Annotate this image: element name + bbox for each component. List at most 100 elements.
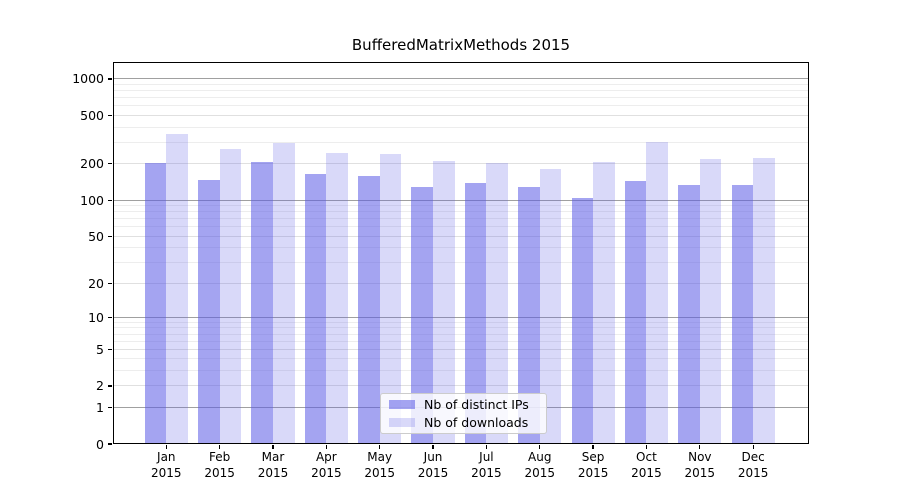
legend-item-downloads: Nb of downloads — [389, 415, 538, 430]
xtick-jun — [432, 444, 434, 449]
xtick-label-line: Sep — [581, 450, 605, 464]
ytick-label-1: 1 — [96, 399, 104, 415]
bar-ips-nov — [678, 185, 700, 444]
bar-downloads-apr — [326, 152, 348, 444]
gridline-7 — [113, 333, 809, 335]
xtick-label-line: 2015 — [737, 465, 769, 480]
ytick-label-20: 20 — [88, 275, 104, 291]
ytick-label-50: 50 — [88, 228, 104, 244]
gridline-1000 — [113, 78, 809, 80]
gridline-400 — [113, 126, 809, 128]
xtick-label-line: 2015 — [311, 465, 342, 480]
gridline-800 — [113, 90, 809, 92]
gridline-200 — [113, 163, 809, 165]
gridline-9 — [113, 321, 809, 323]
ytick-label-500: 500 — [80, 108, 104, 124]
bar-ips-apr — [304, 173, 327, 444]
legend-label-downloads: Nb of downloads — [424, 415, 529, 430]
bar-ips-jul — [464, 183, 487, 444]
bar-ips-feb — [198, 180, 220, 444]
xtick-dec — [752, 444, 754, 449]
xtick-label-line: 2015 — [631, 465, 662, 480]
xtick-label-oct: Oct 2015 — [631, 450, 662, 481]
ytick-label-10: 10 — [88, 309, 104, 325]
xtick-label-line: 2015 — [577, 465, 609, 480]
xtick-label-aug: Aug 2015 — [524, 450, 555, 481]
xtick-label-line: Dec — [741, 450, 765, 464]
bar-ips-jun — [411, 187, 434, 444]
xtick-label-dec: Dec 2015 — [738, 450, 769, 481]
gridline-80 — [113, 211, 809, 213]
xtick-label-sep: Sep 2015 — [578, 450, 609, 481]
gridline-30 — [113, 262, 809, 264]
xtick-label-line: 2015 — [151, 465, 182, 480]
xtick-nov — [699, 444, 701, 449]
ytick-5 — [107, 348, 112, 350]
gridline-900 — [113, 84, 809, 86]
gridline-40 — [113, 247, 809, 249]
xtick-label-line: Feb — [209, 450, 231, 464]
bar-downloads-oct — [646, 142, 669, 444]
xtick-label-line: 2015 — [524, 465, 556, 480]
bar-downloads-mar — [273, 142, 295, 444]
xtick-label-line: Jun — [423, 450, 443, 464]
bar-downloads-dec — [753, 157, 775, 444]
ytick-label-5: 5 — [96, 341, 104, 357]
xtick-label-may: May 2015 — [364, 450, 395, 481]
xtick-label-line: 2015 — [417, 465, 449, 480]
xtick-feb — [219, 444, 221, 449]
gridline-300 — [113, 141, 809, 143]
ytick-label-0: 0 — [96, 436, 104, 452]
xtick-label-line: 2015 — [684, 465, 716, 480]
ytick-label-200: 200 — [80, 156, 104, 172]
xtick-label-line: Mar — [261, 450, 285, 464]
xtick-jan — [165, 444, 167, 449]
bar-ips-may — [358, 175, 380, 444]
xtick-mar — [272, 444, 274, 449]
xtick-aug — [539, 444, 541, 449]
xtick-label-line: Oct — [636, 450, 657, 464]
xtick-may — [379, 444, 381, 449]
xtick-apr — [325, 444, 327, 449]
ytick-200 — [107, 163, 112, 165]
legend-swatch-downloads — [389, 417, 415, 428]
bar-downloads-aug — [539, 169, 562, 444]
xtick-label-apr: Apr 2015 — [311, 450, 342, 481]
xtick-label-jan: Jan 2015 — [151, 450, 182, 481]
gridline-600 — [113, 105, 809, 107]
legend-swatch-distinct-ips — [389, 399, 415, 410]
xtick-label-line: Jul — [479, 450, 494, 464]
xtick-label-jun: Jun 2015 — [418, 450, 449, 481]
bar-ips-aug — [518, 186, 540, 444]
ytick-500 — [107, 114, 112, 117]
ytick-50 — [107, 235, 112, 237]
ytick-label-1000: 1000 — [72, 71, 104, 87]
ytick-20 — [107, 282, 112, 284]
gridline-90 — [113, 205, 809, 207]
bar-ips-sep — [571, 197, 594, 444]
xtick-label-line: Apr — [315, 450, 337, 464]
xtick-label-line: Jan — [157, 450, 176, 464]
legend-item-distinct-ips: Nb of distinct IPs — [389, 397, 538, 412]
ytick-1 — [107, 406, 112, 409]
gridline-3 — [113, 370, 809, 372]
gridline-70 — [113, 218, 809, 220]
ytick-100 — [107, 199, 112, 201]
bar-downloads-jan — [166, 133, 188, 444]
bar-downloads-jun — [433, 160, 455, 444]
xtick-label-feb: Feb 2015 — [204, 450, 235, 481]
chart-title: BufferedMatrixMethods 2015 — [351, 36, 571, 54]
ytick-0 — [107, 443, 112, 445]
bar-ips-dec — [731, 184, 754, 444]
ytick-label-100: 100 — [80, 192, 104, 208]
xtick-label-line: 2015 — [471, 465, 502, 480]
gridline-10 — [113, 316, 809, 318]
xtick-label-mar: Mar 2015 — [258, 450, 289, 481]
gridline-20 — [113, 282, 809, 284]
xtick-label-line: 2015 — [257, 465, 289, 480]
gridline-6 — [113, 340, 809, 342]
bar-downloads-nov — [699, 159, 722, 444]
xtick-label-jul: Jul 2015 — [471, 450, 502, 481]
